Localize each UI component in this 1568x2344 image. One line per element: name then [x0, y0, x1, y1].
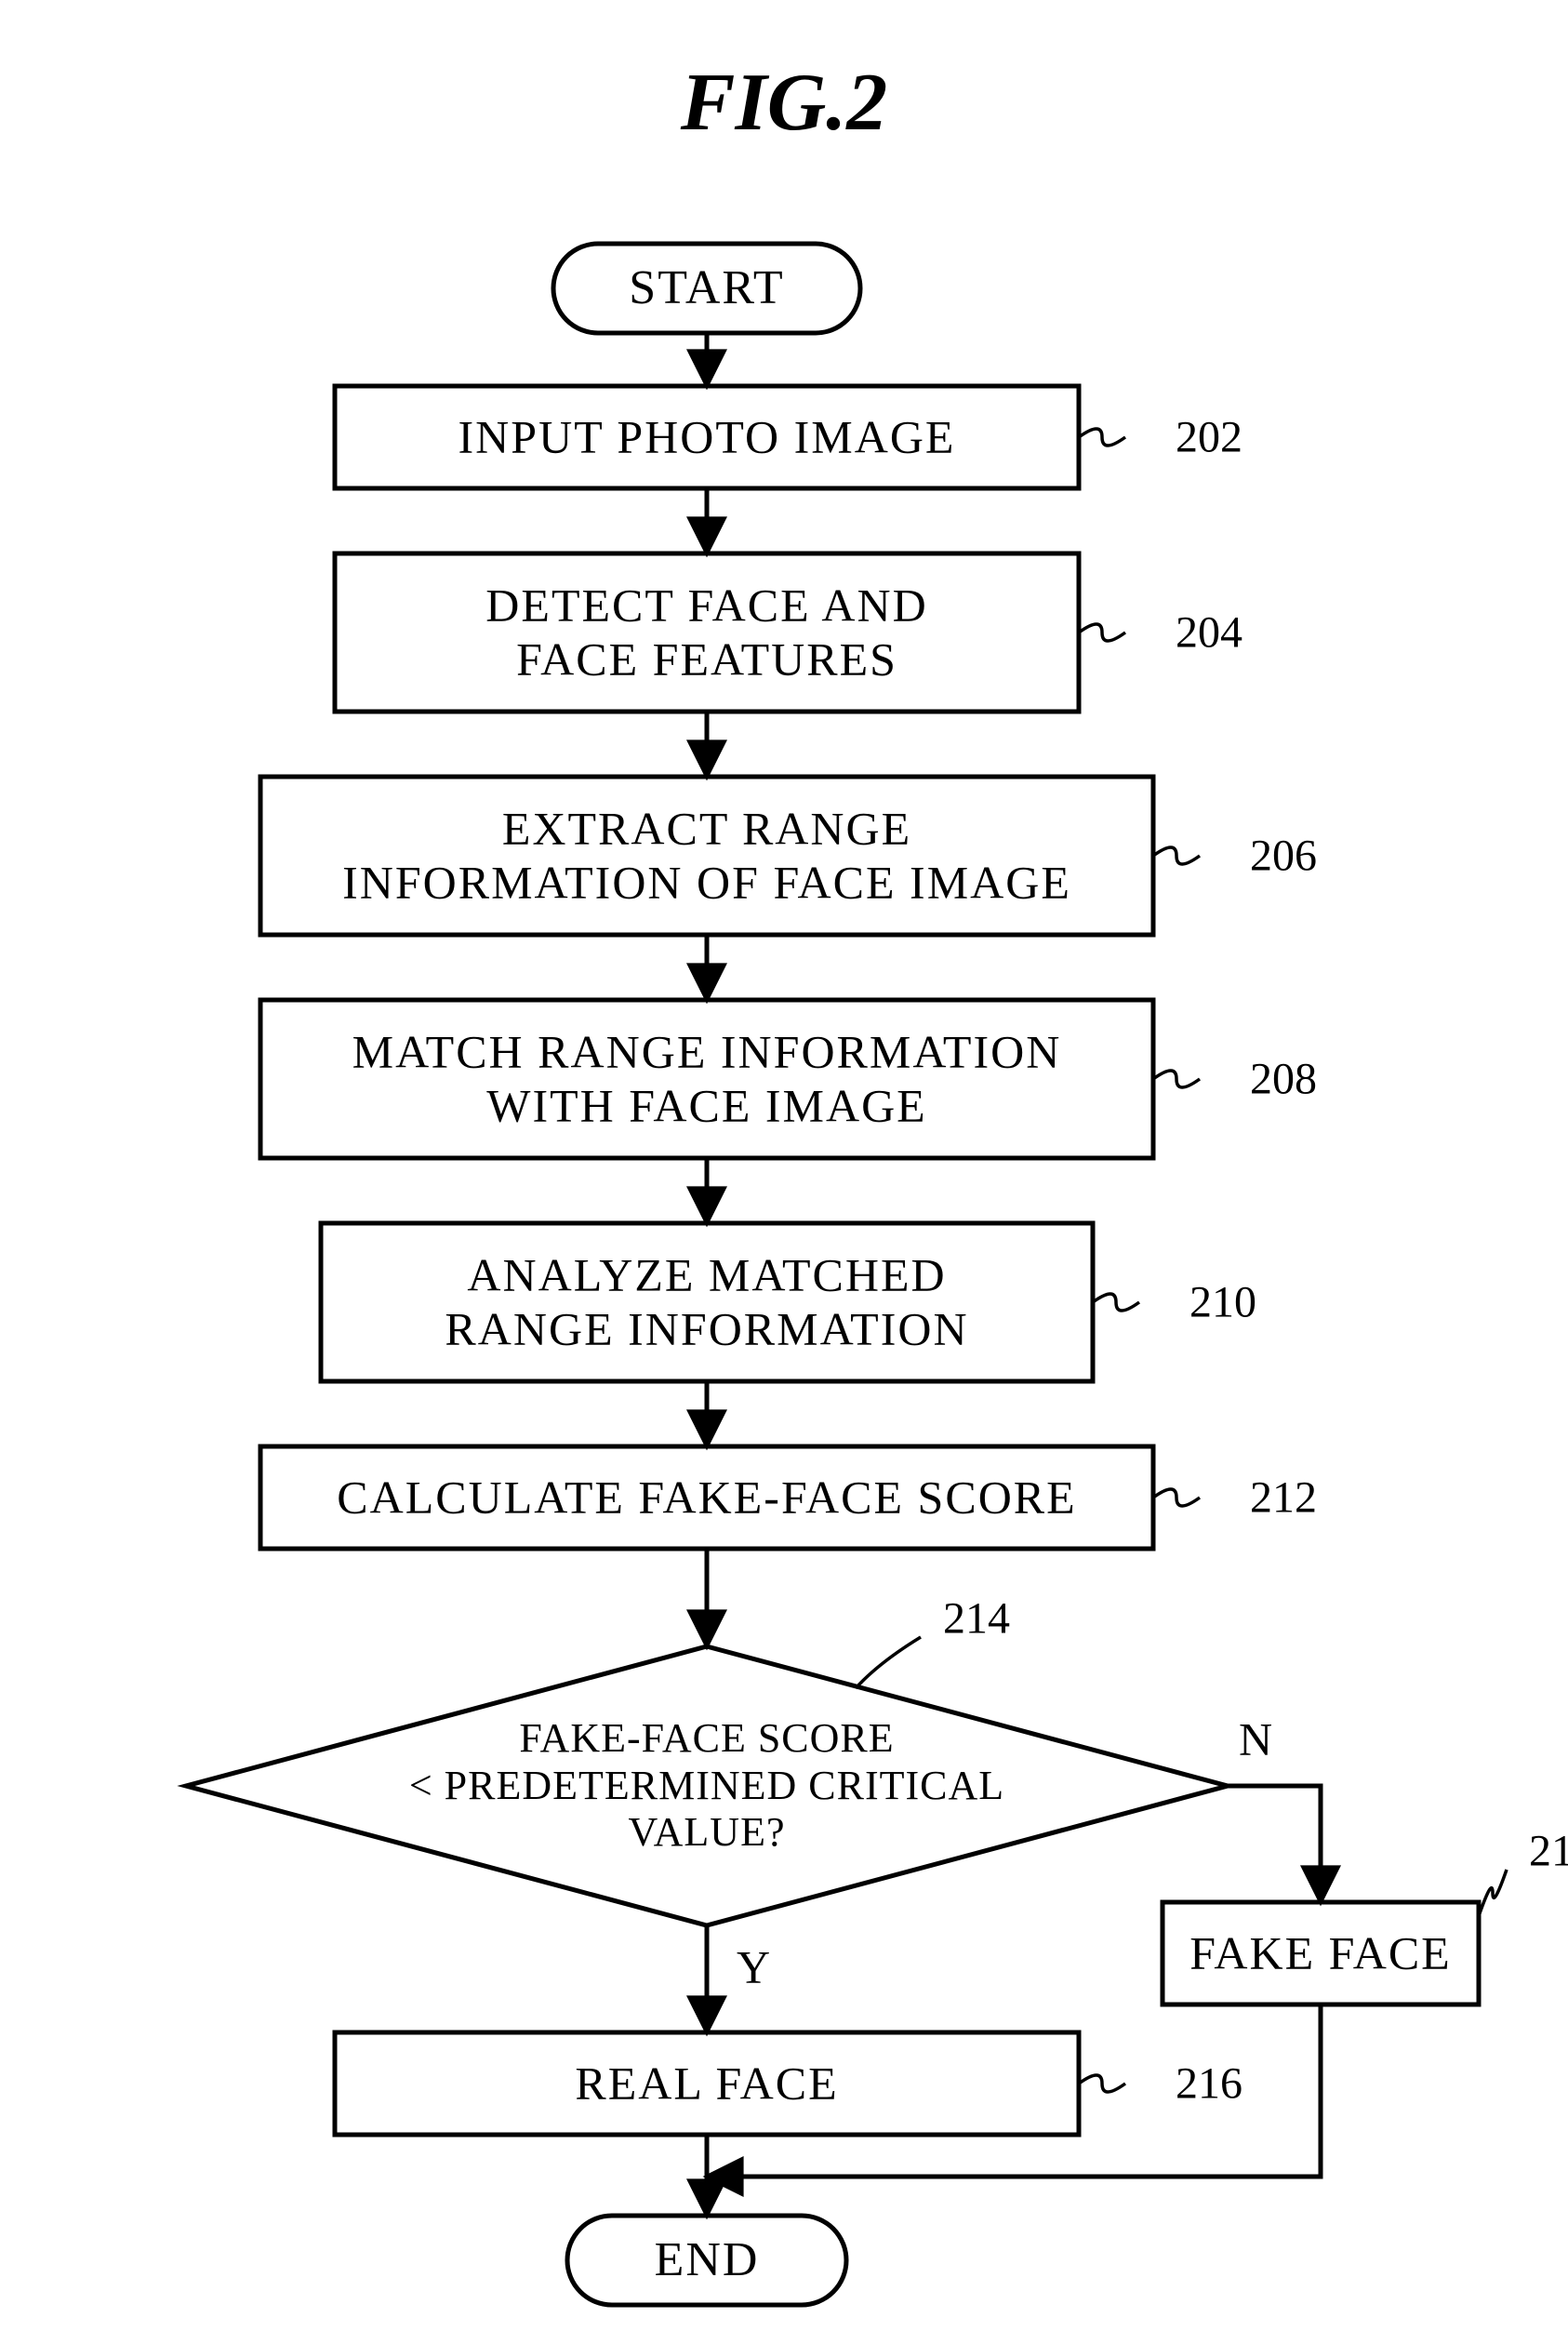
- yes-label: Y: [725, 1940, 781, 1994]
- ref-204: 204: [1153, 606, 1265, 658]
- ref-210: 210: [1167, 1276, 1279, 1327]
- end-label: END: [567, 2232, 846, 2288]
- no-label: N: [1228, 1712, 1283, 1766]
- box-204-label: DETECT FACE AND FACE FEATURES: [349, 579, 1065, 686]
- box-212-label: CALCULATE FAKE-FACE SCORE: [274, 1471, 1139, 1525]
- ref-208: 208: [1228, 1053, 1339, 1104]
- box-208-label: MATCH RANGE INFORMATION WITH FACE IMAGE: [274, 1026, 1139, 1133]
- box-218-label: FAKE FACE: [1176, 1926, 1465, 1980]
- ref-216: 216: [1153, 2058, 1265, 2109]
- figure-title: FIG.2: [0, 56, 1568, 150]
- flowchart-svg: [0, 0, 1568, 2344]
- box-202-label: INPUT PHOTO IMAGE: [349, 410, 1065, 464]
- ref-202: 202: [1153, 411, 1265, 462]
- start-label: START: [553, 260, 860, 316]
- ref-218: 218: [1507, 1825, 1568, 1876]
- box-206-label: EXTRACT RANGE INFORMATION OF FACE IMAGE: [274, 803, 1139, 910]
- box-210-label: ANALYZE MATCHED RANGE INFORMATION: [335, 1249, 1079, 1356]
- ref-214: 214: [921, 1592, 1032, 1644]
- box-216-label: REAL FACE: [349, 2057, 1065, 2111]
- ref-206: 206: [1228, 830, 1339, 881]
- decision-214-label: FAKE-FACE SCORE < PREDETERMINED CRITICAL…: [307, 1715, 1107, 1857]
- ref-212: 212: [1228, 1472, 1339, 1523]
